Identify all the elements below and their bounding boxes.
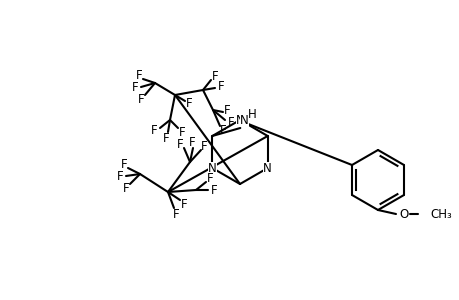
- Text: F: F: [219, 124, 226, 136]
- Text: O: O: [398, 208, 408, 220]
- Text: F: F: [151, 124, 157, 136]
- Text: F: F: [206, 172, 213, 184]
- Text: F: F: [131, 80, 138, 94]
- Text: F: F: [117, 169, 123, 182]
- Text: F: F: [137, 92, 144, 106]
- Text: F: F: [227, 116, 234, 128]
- Text: F: F: [210, 184, 217, 196]
- Text: F: F: [172, 208, 179, 220]
- Text: F: F: [217, 80, 224, 92]
- Text: F: F: [178, 125, 185, 139]
- Text: F: F: [185, 97, 192, 110]
- Text: N: N: [235, 113, 244, 127]
- Text: F: F: [223, 103, 230, 116]
- Text: F: F: [200, 140, 207, 152]
- Text: F: F: [120, 158, 127, 170]
- Text: N: N: [263, 161, 271, 175]
- Text: F: F: [135, 68, 142, 82]
- Text: N: N: [240, 113, 248, 127]
- Text: F: F: [180, 197, 187, 211]
- Text: F: F: [162, 131, 169, 145]
- Text: F: F: [211, 70, 218, 83]
- Text: F: F: [188, 136, 195, 148]
- Text: CH₃: CH₃: [429, 208, 451, 220]
- Text: N: N: [207, 161, 216, 175]
- Text: F: F: [123, 182, 129, 194]
- Text: H: H: [247, 107, 256, 121]
- Text: F: F: [176, 137, 183, 151]
